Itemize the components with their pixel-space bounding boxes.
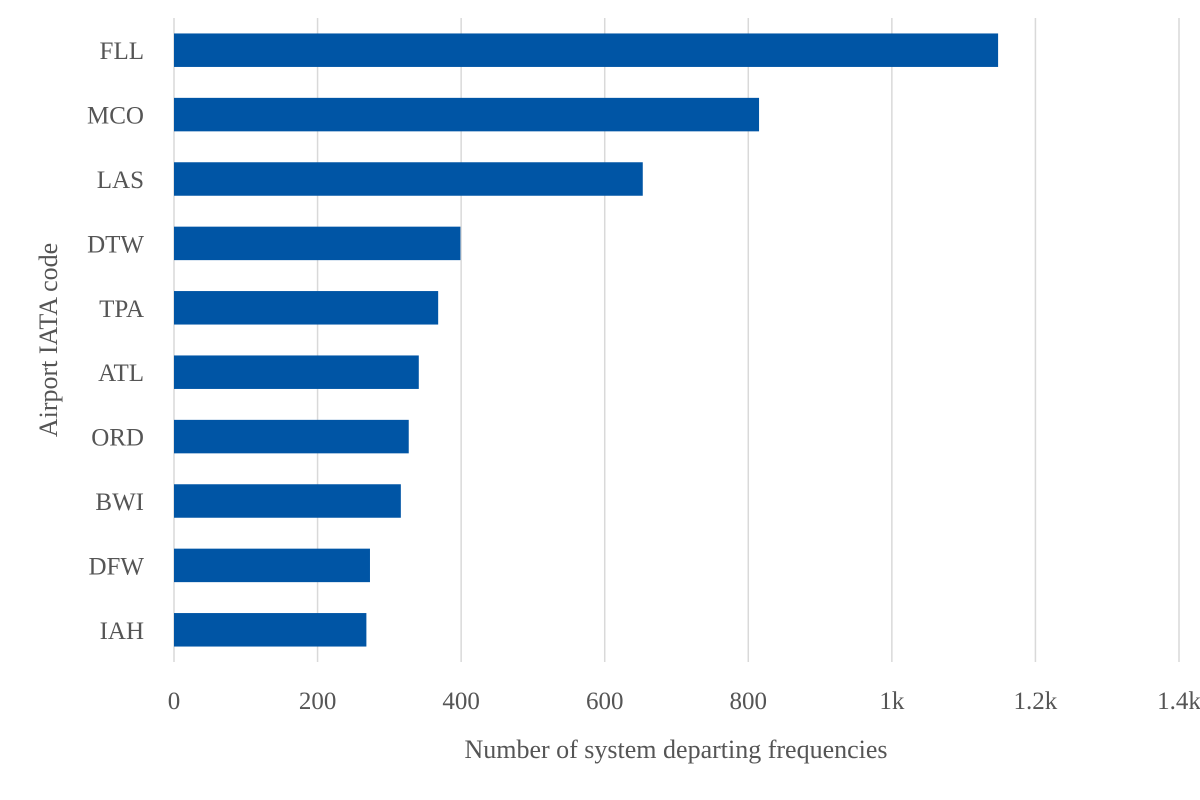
category-label-las: LAS [97, 167, 144, 194]
category-label-ord: ORD [91, 425, 144, 452]
x-tick-label: 1.2k [1014, 688, 1058, 715]
x-axis-title: Number of system departing frequencies [464, 735, 887, 764]
x-tick-label: 200 [299, 688, 337, 715]
category-label-iah: IAH [100, 618, 144, 645]
bar-las [174, 162, 643, 196]
bar-dfw [174, 548, 370, 583]
bar-fll [174, 33, 999, 67]
bar-atl [174, 355, 419, 389]
x-tick-label: 1.4k [1157, 688, 1200, 715]
bar-tpa [174, 291, 439, 325]
x-tick-label: 400 [442, 688, 480, 715]
category-label-fll: FLL [100, 38, 144, 65]
bar-iah [174, 613, 367, 647]
x-tick-label: 600 [586, 688, 624, 715]
bar-bwi [174, 484, 401, 518]
category-label-tpa: TPA [99, 296, 144, 323]
x-tick-label: 0 [168, 688, 181, 715]
category-label-dfw: DFW [88, 553, 144, 580]
bar-mco [174, 97, 760, 132]
category-label-mco: MCO [87, 103, 144, 130]
x-tick-label: 1k [879, 688, 905, 715]
x-tick-label: 800 [730, 688, 768, 715]
bar-dtw [174, 226, 461, 261]
category-label-bwi: BWI [95, 489, 144, 516]
y-axis-title: Airport IATA code [34, 243, 63, 437]
category-labels: FLL MCO LAS DTW TPA ATL ORD BWI DFW IAH [87, 38, 144, 645]
category-label-atl: ATL [98, 360, 144, 387]
bars [174, 33, 999, 647]
x-tick-labels: 0 200 400 600 800 1k 1.2k 1.4k [168, 688, 1200, 715]
category-label-dtw: DTW [87, 231, 144, 258]
bar-ord [174, 419, 409, 454]
